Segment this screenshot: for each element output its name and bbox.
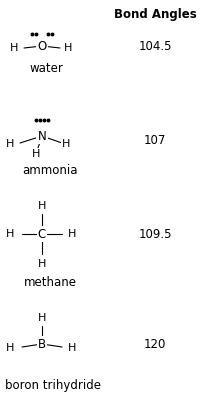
Text: 107: 107 bbox=[144, 134, 166, 146]
Text: H: H bbox=[62, 139, 70, 149]
Text: boron trihydride: boron trihydride bbox=[5, 379, 101, 393]
Text: H: H bbox=[6, 343, 14, 353]
Text: C: C bbox=[38, 228, 46, 240]
Text: H: H bbox=[6, 139, 14, 149]
Text: N: N bbox=[38, 129, 46, 143]
Text: B: B bbox=[38, 337, 46, 351]
Text: H: H bbox=[38, 201, 46, 211]
Text: 109.5: 109.5 bbox=[138, 228, 172, 240]
Text: ammonia: ammonia bbox=[22, 163, 77, 176]
Text: H: H bbox=[10, 43, 18, 53]
Text: H: H bbox=[68, 343, 76, 353]
Text: Bond Angles: Bond Angles bbox=[114, 7, 196, 20]
Text: 104.5: 104.5 bbox=[138, 40, 172, 52]
Text: H: H bbox=[68, 229, 76, 239]
Text: H: H bbox=[64, 43, 72, 53]
Text: H: H bbox=[32, 149, 40, 159]
Text: H: H bbox=[38, 259, 46, 269]
Text: water: water bbox=[30, 62, 64, 74]
Text: methane: methane bbox=[24, 275, 77, 289]
Text: 120: 120 bbox=[144, 337, 166, 351]
Text: H: H bbox=[6, 229, 14, 239]
Text: H: H bbox=[38, 313, 46, 323]
Text: O: O bbox=[37, 40, 47, 52]
